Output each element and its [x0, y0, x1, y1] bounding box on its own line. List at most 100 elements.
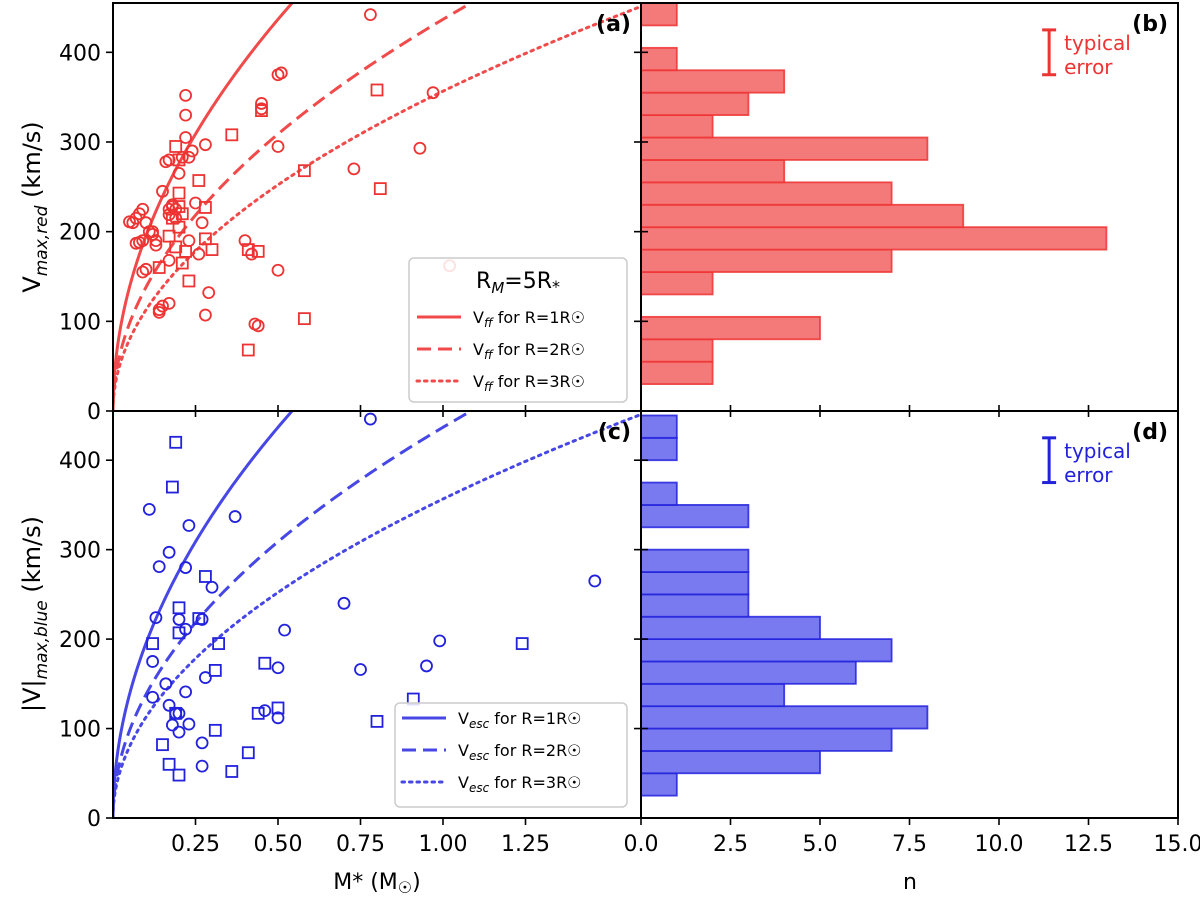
circle-point-a-45 — [274, 66, 288, 80]
ytick-label-c-100: 100 — [59, 718, 101, 743]
bar-d-2 — [640, 727, 893, 752]
circle-point-c-21 — [228, 510, 242, 523]
legend-label-c-2: Vesc for R=3R☉ — [458, 773, 582, 795]
bar-b-4 — [640, 271, 714, 296]
square-point-c-21 — [169, 706, 183, 720]
circle-point-a-49 — [363, 8, 377, 22]
curve-a-R2 — [113, 3, 475, 411]
circle-point-c-15 — [179, 622, 193, 636]
square-point-c-7 — [172, 768, 186, 782]
xtick-label-d-6: 15.0 — [1154, 832, 1200, 857]
square-point-a-13 — [205, 243, 219, 256]
ytick-label-a-0: 0 — [87, 400, 101, 425]
circle-point-a-57 — [182, 234, 196, 248]
square-point-a-16 — [241, 343, 255, 357]
xtick-label-d-3: 7.5 — [892, 832, 927, 857]
circle-point-a-18 — [162, 153, 176, 167]
bar-d-12 — [640, 504, 750, 529]
square-point-c-9 — [198, 570, 212, 583]
circle-point-c-0 — [142, 502, 156, 516]
legend-title-a: RM=5R* — [476, 269, 560, 297]
bar-d-0 — [640, 772, 678, 797]
circle-point-c-20 — [205, 580, 219, 594]
circle-point-a-31 — [192, 247, 206, 261]
ytick-label-c-200: 200 — [59, 628, 101, 653]
bar-b-16 — [640, 2, 678, 27]
legend-label-a-0: Vff for R=1R☉ — [473, 308, 585, 330]
bar-b-1 — [640, 338, 714, 363]
error-label-d-1: typical — [1064, 439, 1131, 463]
square-point-a-20 — [297, 312, 311, 326]
square-point-c-15 — [251, 706, 265, 720]
circle-point-a-48 — [347, 162, 361, 176]
circle-point-a-50 — [413, 141, 427, 155]
text-layer: (a)typicalerror(b)(c)typicalerror(d)0100… — [18, 12, 1200, 897]
xtick-label-d-1: 2.5 — [713, 832, 748, 857]
curve-c-R1 — [113, 411, 295, 818]
circle-point-c-30 — [433, 634, 447, 648]
ytick-label-a-300: 300 — [59, 131, 101, 156]
bar-d-1 — [640, 750, 821, 775]
circle-point-c-6 — [162, 698, 176, 712]
circle-point-a-41 — [251, 319, 265, 333]
bar-d-3 — [640, 705, 929, 730]
square-point-a-17 — [251, 244, 265, 258]
ytick-label-c-300: 300 — [59, 539, 101, 564]
xtick-label-d-5: 12.5 — [1064, 832, 1113, 857]
curve-a-R3 — [113, 4, 641, 411]
square-point-a-10 — [192, 174, 206, 187]
square-point-a-22 — [373, 182, 387, 196]
square-point-a-23 — [172, 220, 186, 234]
error-label-b-2: error — [1064, 55, 1113, 79]
square-point-c-5 — [172, 601, 186, 615]
square-point-a-4 — [172, 153, 186, 167]
curve-a-R1 — [113, 3, 295, 411]
circle-point-a-36 — [162, 296, 176, 310]
ytick-label-c-400: 400 — [59, 449, 101, 474]
circle-point-a-54 — [146, 225, 160, 239]
circle-point-c-4 — [149, 611, 163, 625]
bar-d-16 — [640, 414, 678, 439]
circle-point-a-15 — [152, 305, 166, 319]
square-point-c-13 — [225, 765, 239, 778]
circle-point-a-47 — [271, 263, 285, 277]
square-point-a-3 — [172, 186, 186, 200]
bar-b-6 — [640, 226, 1108, 251]
circle-point-a-39 — [245, 247, 259, 261]
circle-point-c-29 — [420, 659, 433, 673]
square-point-c-17 — [271, 701, 285, 715]
curves-layer — [113, 3, 641, 818]
circle-point-a-13 — [149, 238, 163, 252]
circle-point-a-37 — [156, 299, 169, 313]
bar-b-7 — [640, 203, 965, 229]
xtick-label-c-0: 0.25 — [171, 832, 220, 857]
square-point-c-4 — [169, 435, 183, 449]
circle-point-a-24 — [175, 150, 189, 164]
legend-label-c-0: Vesc for R=1R☉ — [458, 709, 582, 731]
circle-point-c-23 — [271, 661, 285, 675]
circle-point-c-2 — [162, 545, 176, 559]
legend-layer: RM=5R* Vff for R=1R☉ Vff for R=2R☉ Vff for … — [394, 257, 628, 808]
bar-d-4 — [640, 682, 786, 708]
legend-label-a-2: Vff for R=3R☉ — [473, 372, 585, 394]
ylabel-a: Vmax,red (km/s) — [18, 121, 52, 292]
square-point-c-11 — [208, 723, 222, 737]
ylabel-c: |V|max,blue (km/s) — [18, 516, 52, 712]
square-point-a-1 — [169, 240, 183, 254]
bar-d-8 — [640, 593, 750, 618]
xtick-label-c-2: 0.75 — [336, 832, 385, 857]
bar-b-8 — [640, 181, 893, 206]
circle-point-c-22 — [258, 704, 272, 718]
square-point-a-2 — [169, 140, 183, 153]
circle-point-a-46 — [271, 140, 285, 153]
square-point-c-10 — [208, 664, 222, 677]
circle-point-c-13 — [179, 685, 193, 699]
legend-box-a — [408, 257, 628, 403]
circle-point-a-32 — [195, 216, 209, 230]
ticks-layer — [106, 51, 1179, 825]
circle-point-a-53 — [136, 234, 150, 248]
bar-b-10 — [640, 136, 929, 161]
circle-point-a-33 — [198, 138, 212, 152]
bar-d-15 — [640, 436, 678, 462]
circle-point-c-14 — [182, 717, 196, 731]
